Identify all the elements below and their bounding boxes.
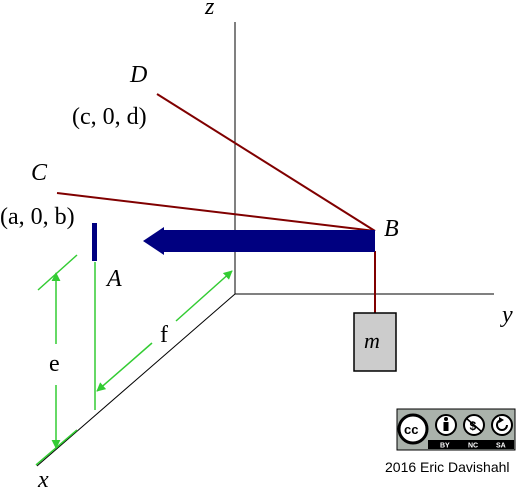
boom-ab (92, 223, 375, 261)
axis-label-y: y (500, 302, 513, 328)
extension-line-top (37, 254, 78, 291)
cc-icon-text: cc (404, 422, 418, 437)
noncommercial-icon: $ (463, 414, 485, 436)
wall-plate (92, 223, 97, 261)
mass-label: m (364, 328, 380, 353)
license-badge: cc $ BY NC SA (396, 408, 516, 451)
axis-label-z: z (204, 0, 215, 20)
cc-icon: cc (397, 413, 429, 445)
cable-bc (56, 192, 376, 232)
license-by: BY (440, 443, 450, 450)
credit-text: 2016 Eric Davishahl (385, 459, 510, 475)
point-label-c: C (31, 160, 48, 186)
axis-label-x: x (37, 467, 49, 490)
dimension-e (35, 254, 78, 466)
coord-label-d: (c, 0, d) (72, 104, 147, 130)
dimension-f-arrow-lower (96, 342, 153, 392)
svg-text:$: $ (470, 419, 477, 433)
dimension-label-e: e (49, 351, 60, 377)
boom-body (143, 227, 375, 255)
attribution-icon (435, 414, 457, 436)
license-badge-bar (428, 440, 514, 449)
point-label-d: D (129, 62, 147, 88)
sharealike-icon (491, 414, 513, 436)
license-sa: SA (496, 443, 506, 450)
dimension-label-f: f (160, 322, 168, 348)
x-axis (36, 293, 236, 467)
coord-label-c: (a, 0, b) (0, 204, 75, 230)
dimension-f-arrow-upper (175, 270, 233, 322)
cable-bd (156, 93, 376, 232)
point-label-a: A (105, 266, 122, 292)
license-nc: NC (468, 443, 478, 450)
point-label-b: B (384, 216, 399, 242)
mass-block (353, 312, 397, 372)
dimension-f (94, 262, 233, 410)
